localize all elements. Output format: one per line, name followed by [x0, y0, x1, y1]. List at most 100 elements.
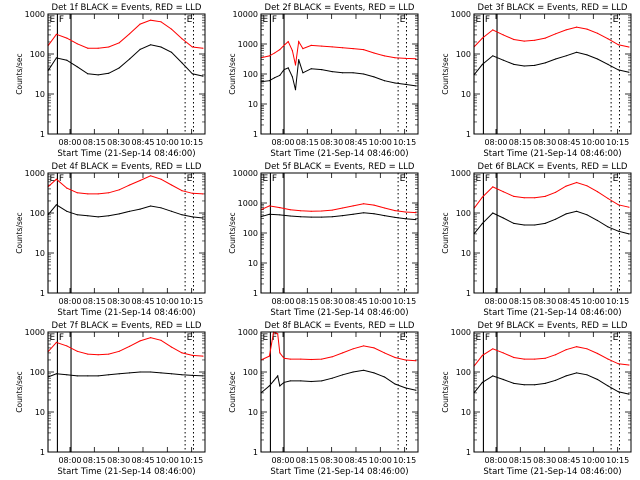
x-tick-label: 08:00 — [484, 138, 507, 147]
x-tick-label: 08:15 — [296, 297, 319, 306]
data-point — [170, 346, 173, 348]
data-point — [283, 357, 285, 359]
data-point — [160, 207, 162, 209]
data-point — [331, 71, 333, 73]
time-marker-label: E — [263, 174, 269, 184]
data-point — [274, 77, 276, 79]
data-point — [352, 48, 354, 50]
data-point — [534, 224, 536, 226]
data-point — [76, 375, 78, 377]
y-axis-label: Counts/sec — [228, 212, 237, 253]
data-point — [373, 213, 375, 215]
y-tick-label: 10 — [248, 408, 258, 417]
data-point — [373, 347, 375, 349]
data-point — [97, 354, 99, 356]
data-point — [502, 191, 504, 193]
data-point — [139, 340, 141, 342]
data-point — [363, 369, 365, 371]
data-point — [394, 210, 396, 212]
data-point — [310, 68, 312, 70]
data-point — [352, 205, 354, 207]
data-point — [352, 72, 354, 74]
x-tick-label: 10:00 — [582, 138, 605, 147]
chart-title: Det 7f BLACK = Events, RED = LLD — [52, 321, 202, 331]
data-point — [279, 385, 281, 387]
data-point — [97, 375, 99, 377]
chart-title: Det 2f BLACK = Events, RED = LLD — [265, 3, 415, 13]
plot-frame — [473, 172, 632, 294]
data-point — [170, 28, 173, 30]
y-tick-label: 1 — [466, 130, 471, 139]
x-tick-label: 08:15 — [83, 138, 106, 147]
data-point — [287, 67, 289, 69]
x-tick-label: 08:30 — [320, 456, 343, 465]
data-point — [150, 44, 152, 46]
y-tick-label: 1 — [40, 448, 45, 457]
series-line-events — [473, 372, 630, 395]
x-tick-label: 08:30 — [320, 297, 343, 306]
y-tick-label: 1 — [253, 130, 258, 139]
data-point — [160, 46, 162, 48]
data-point — [289, 209, 291, 211]
plot-frame — [47, 13, 206, 135]
data-point — [596, 352, 599, 355]
data-point — [544, 382, 546, 384]
data-point — [394, 356, 396, 359]
data-point — [289, 215, 291, 217]
time-marker-label: E — [50, 174, 56, 184]
data-point — [555, 191, 557, 193]
data-point — [628, 233, 630, 235]
x-tick-label: 08:45 — [131, 456, 154, 465]
series-line-events — [473, 210, 630, 235]
data-point — [576, 372, 578, 374]
y-tick-label: 1000 — [25, 10, 45, 19]
plot-frame — [473, 331, 632, 453]
data-point — [181, 214, 183, 216]
data-point — [607, 38, 609, 40]
data-point — [279, 74, 281, 76]
data-point — [191, 216, 193, 218]
chart-panel-5: Det 5f BLACK = Events, RED = LLD Start Ti… — [228, 162, 419, 318]
y-tick-label: 10 — [248, 100, 258, 109]
y-tick-label: 10 — [35, 408, 45, 417]
data-point — [342, 72, 344, 74]
data-point — [513, 356, 515, 359]
data-point — [523, 384, 525, 386]
data-point — [555, 33, 557, 35]
x-tick-label: 08:00 — [271, 138, 294, 147]
y-tick-label: 10 — [461, 249, 471, 258]
data-point — [150, 205, 152, 207]
data-point — [394, 383, 396, 385]
data-point — [302, 48, 304, 50]
data-point — [404, 359, 406, 361]
data-point — [76, 66, 78, 68]
data-point — [283, 69, 285, 71]
data-point — [118, 189, 120, 191]
data-point — [363, 203, 365, 205]
data-point — [363, 73, 365, 75]
data-point — [55, 373, 58, 375]
y-tick-label: 10 — [461, 90, 471, 99]
data-point — [87, 47, 89, 49]
y-tick-label: 1000 — [238, 199, 258, 208]
data-point — [544, 62, 546, 64]
data-point — [268, 205, 270, 207]
time-marker-label: E — [400, 15, 406, 25]
data-point — [534, 64, 536, 66]
data-point — [66, 210, 68, 212]
x-tick-label: 10:15 — [606, 297, 629, 306]
data-point — [76, 192, 78, 194]
series-line-lld — [473, 26, 630, 48]
data-point — [373, 76, 375, 78]
chart-panel-8: Det 8f BLACK = Events, RED = LLD Start Ti… — [228, 321, 419, 477]
y-tick-label: 1 — [466, 289, 471, 298]
data-point — [139, 179, 141, 182]
data-point — [576, 51, 578, 53]
data-point — [66, 374, 68, 376]
data-point — [373, 52, 375, 54]
data-point — [596, 58, 599, 60]
y-tick-label: 1 — [466, 448, 471, 457]
data-point — [321, 380, 323, 382]
data-point — [202, 47, 204, 49]
